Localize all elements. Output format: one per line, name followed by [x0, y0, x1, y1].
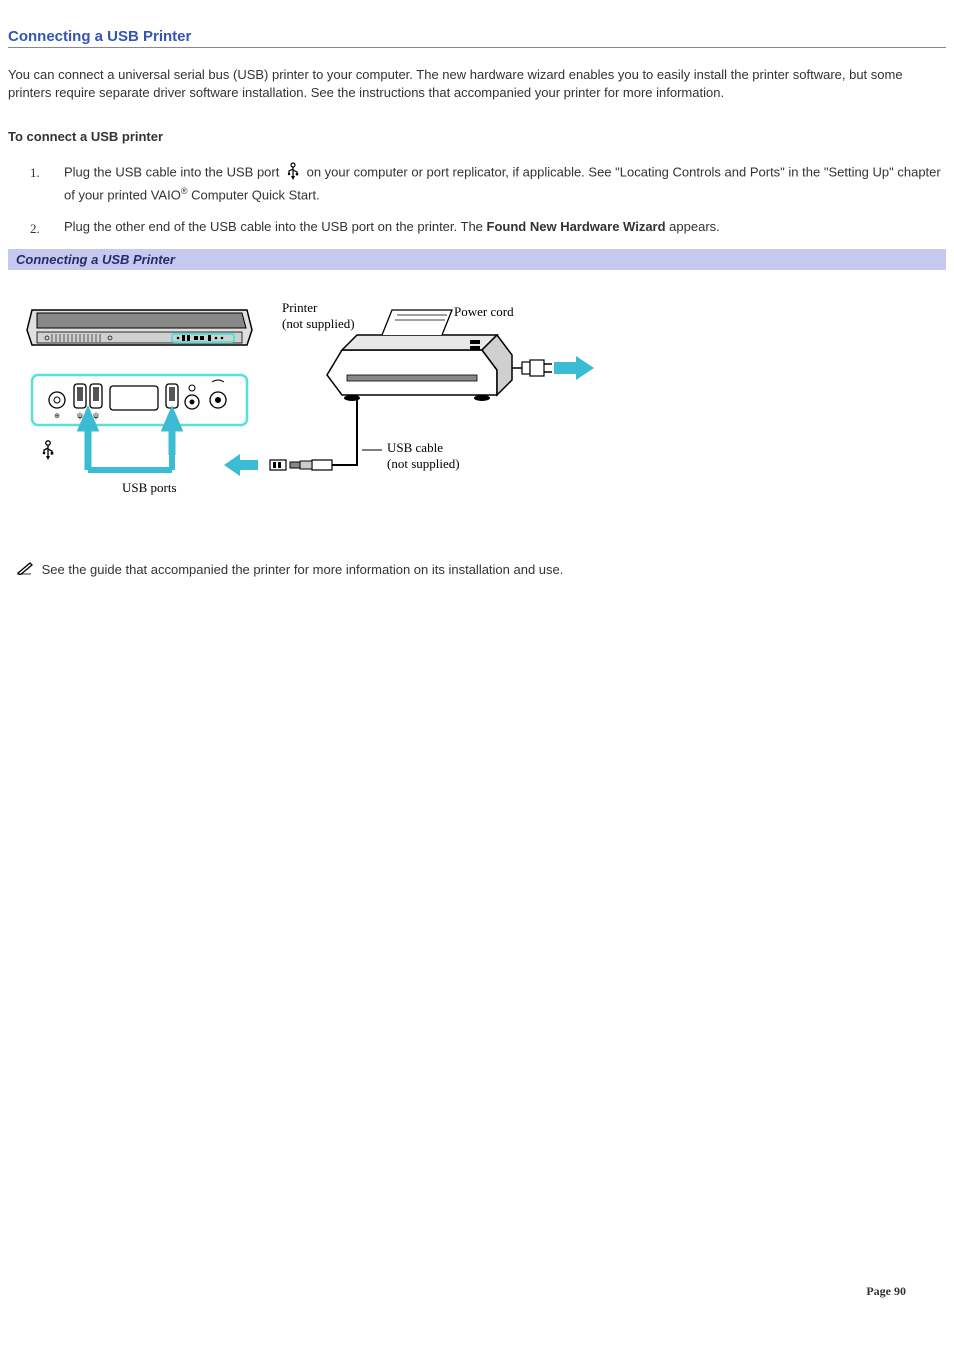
label-printer: Printer: [282, 300, 318, 315]
svg-text:ψ: ψ: [93, 411, 99, 420]
page-number: Page 90: [866, 1284, 906, 1299]
step-bold: Found New Hardware Wizard: [487, 219, 666, 234]
step-text: appears.: [666, 219, 720, 234]
usb-cable-line: [332, 395, 357, 465]
port-panel: ⊕ ψ ψ ψ: [32, 375, 247, 425]
step-text: Plug the other end of the USB cable into…: [64, 219, 487, 234]
procedure-list: 1. Plug the USB cable into the USB port …: [8, 162, 946, 235]
label-usb-ports: USB ports: [122, 480, 177, 495]
label-usb-cable-sub: (not supplied): [387, 456, 460, 471]
step-2: 2. Plug the other end of the USB cable i…: [48, 218, 946, 236]
step-number: 1.: [30, 164, 40, 182]
power-plug: [512, 360, 552, 376]
power-arrow: [554, 356, 594, 380]
step-1: 1. Plug the USB cable into the USB port …: [48, 162, 946, 203]
intro-paragraph: You can connect a universal serial bus (…: [8, 66, 946, 101]
usb-connector: [270, 460, 332, 470]
label-printer-sub: (not supplied): [282, 316, 355, 331]
procedure-heading: To connect a USB printer: [8, 129, 946, 144]
cable-arrow: [224, 454, 258, 476]
note: See the guide that accompanied the print…: [8, 561, 946, 580]
step-number: 2.: [30, 220, 40, 238]
svg-text:⊕: ⊕: [54, 413, 60, 420]
step-text: Computer Quick Start.: [187, 187, 319, 202]
step-text: Plug the USB cable into the USB port: [64, 165, 283, 180]
laptop-shape: [27, 310, 252, 345]
usb-icon: [285, 162, 301, 185]
label-power-cord: Power cord: [454, 304, 514, 319]
note-text: See the guide that accompanied the print…: [42, 562, 564, 577]
label-usb-cable: USB cable: [387, 440, 443, 455]
note-icon: [16, 561, 34, 580]
connection-diagram: ⊕ ψ ψ ψ: [8, 270, 946, 523]
usb-symbol: [43, 441, 54, 460]
page-title: Connecting a USB Printer: [8, 28, 946, 48]
figure-caption: Connecting a USB Printer: [8, 249, 946, 270]
